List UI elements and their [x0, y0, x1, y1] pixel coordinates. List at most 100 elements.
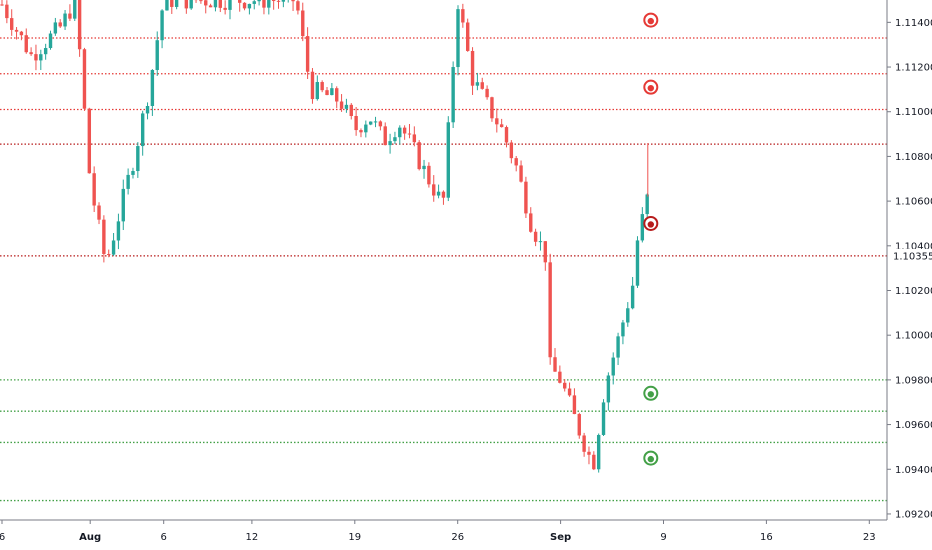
time-tick-label: 6	[161, 532, 167, 543]
price-tick-label: 1.11000	[895, 107, 932, 118]
resistance-marker-icon[interactable]	[643, 12, 659, 28]
candle	[456, 5, 460, 76]
candle	[388, 133, 392, 154]
time-tick-label: 12	[246, 532, 259, 543]
candle	[126, 168, 130, 195]
candle	[14, 27, 19, 40]
resistance-marker-icon[interactable]	[643, 79, 659, 95]
candle	[587, 446, 591, 465]
candle	[155, 31, 159, 76]
candle	[330, 83, 334, 96]
candle	[218, 0, 222, 13]
candle	[635, 236, 640, 288]
candle	[402, 125, 407, 140]
candle	[359, 128, 363, 138]
candle	[53, 17, 58, 36]
candle	[77, 0, 82, 57]
price-tick-label: 1.09600	[895, 420, 932, 431]
candle	[422, 159, 426, 179]
resistance_dark-marker-icon[interactable]	[643, 215, 659, 231]
candle	[572, 388, 577, 415]
candle	[465, 18, 470, 52]
candle	[204, 0, 208, 14]
time-axis[interactable]: 6 Aug 6 12 19 26 Sep 9 16 23	[0, 520, 876, 543]
candle	[29, 47, 33, 56]
candle	[577, 412, 581, 439]
candle	[208, 3, 213, 8]
candle	[383, 122, 387, 146]
candle	[596, 433, 601, 473]
candle	[393, 131, 397, 144]
support-marker-icon[interactable]	[643, 450, 659, 466]
candle	[92, 166, 96, 213]
candle	[485, 85, 489, 100]
price-tick-label: 1.09400	[895, 465, 932, 476]
candle	[301, 2, 305, 42]
candle	[509, 140, 514, 164]
candle	[24, 28, 28, 54]
candle	[553, 348, 557, 372]
candle	[519, 160, 523, 183]
candle	[490, 96, 494, 122]
candle	[39, 49, 43, 71]
candle	[582, 432, 586, 457]
price-tick-label: 1.10600	[895, 197, 932, 208]
candle	[63, 10, 67, 30]
candle	[140, 110, 145, 156]
candle	[601, 399, 606, 436]
candle	[524, 176, 528, 219]
candle	[480, 77, 484, 90]
price-tick-label: 1.10800	[895, 152, 932, 163]
candle	[43, 43, 48, 60]
candle	[102, 215, 106, 263]
candle	[378, 120, 383, 131]
candle	[131, 167, 135, 179]
support-marker-icon[interactable]	[643, 385, 659, 401]
price-tick-label: 1.11400	[895, 18, 932, 29]
candle	[427, 162, 431, 188]
candle	[432, 175, 436, 202]
candle	[548, 253, 552, 365]
last-price-background	[888, 248, 932, 263]
candle	[499, 118, 504, 128]
candles	[0, 0, 649, 473]
candle	[592, 451, 596, 471]
candle	[504, 125, 509, 148]
candle	[73, 0, 77, 22]
candle	[34, 44, 38, 71]
candle	[257, 0, 261, 6]
candle	[611, 352, 615, 385]
price-axis[interactable]: 1.11400 1.11200 1.11000 1.10800 1.10600 1.104…	[887, 18, 932, 521]
candle	[563, 379, 567, 392]
candle	[228, 0, 232, 20]
candle	[325, 87, 329, 96]
candle	[606, 372, 611, 411]
candle	[335, 86, 339, 109]
candle	[194, 0, 198, 3]
candle	[267, 0, 271, 15]
candle	[398, 125, 402, 145]
candle	[558, 365, 562, 384]
candle	[514, 155, 518, 172]
candle	[567, 382, 572, 397]
candle	[461, 3, 465, 28]
candle	[281, 0, 286, 8]
candle	[407, 123, 412, 139]
candle	[412, 126, 417, 147]
candle	[315, 75, 320, 101]
candle	[276, 0, 281, 9]
candle	[237, 0, 242, 12]
candle	[451, 61, 455, 128]
candle	[242, 2, 247, 11]
candle	[373, 116, 378, 128]
candle	[5, 0, 9, 24]
candle	[48, 30, 53, 50]
candle	[529, 207, 533, 233]
candle	[160, 9, 164, 49]
candle	[296, 0, 300, 15]
price-tick-label: 1.11200	[895, 63, 932, 74]
level-markers	[643, 12, 659, 466]
time-tick-label: 16	[760, 532, 773, 543]
candle	[344, 98, 349, 113]
